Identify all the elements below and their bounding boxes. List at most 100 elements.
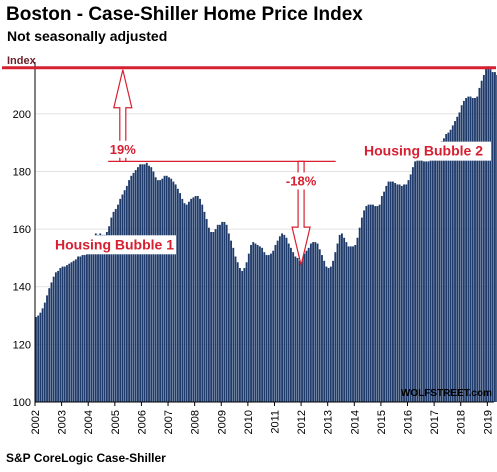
bar bbox=[294, 256, 297, 402]
bar bbox=[283, 234, 286, 402]
y-tick-label: 140 bbox=[13, 282, 31, 294]
bar bbox=[46, 295, 48, 402]
bar bbox=[121, 194, 124, 402]
bar bbox=[290, 247, 292, 402]
bar bbox=[469, 96, 472, 403]
bar bbox=[154, 177, 157, 402]
bar bbox=[462, 100, 465, 402]
bar bbox=[438, 145, 441, 402]
bar bbox=[298, 260, 301, 402]
bar bbox=[194, 195, 197, 402]
bar bbox=[367, 204, 370, 402]
bar bbox=[59, 268, 62, 402]
bar bbox=[243, 268, 246, 402]
x-tick-label: 2012 bbox=[296, 410, 308, 434]
bar bbox=[480, 80, 483, 402]
drop-percent-label: -18% bbox=[286, 173, 317, 188]
bar bbox=[398, 184, 401, 402]
bar bbox=[72, 260, 75, 402]
bar bbox=[369, 204, 372, 402]
bar bbox=[79, 256, 82, 402]
bar bbox=[239, 268, 241, 402]
bar bbox=[285, 237, 288, 402]
bar bbox=[420, 159, 423, 402]
bar bbox=[423, 161, 425, 402]
bar bbox=[296, 257, 299, 402]
bar bbox=[431, 152, 434, 402]
bubble-2-label: Housing Bubble 2 bbox=[364, 143, 483, 159]
bar bbox=[35, 317, 37, 402]
bar bbox=[214, 229, 217, 402]
bar bbox=[316, 243, 319, 402]
bar bbox=[183, 203, 186, 402]
y-tick-label: 100 bbox=[13, 397, 31, 409]
x-tick-label: 2016 bbox=[403, 410, 415, 434]
x-tick-label: 2013 bbox=[323, 410, 335, 434]
annotations: Index 19% -18% Housing Bubble 1 Housing Bubb… bbox=[2, 55, 496, 399]
bar bbox=[301, 257, 303, 402]
bubble-1-label-bg bbox=[52, 235, 176, 255]
bar bbox=[86, 253, 88, 402]
bar bbox=[163, 175, 166, 402]
x-tick-label: 2011 bbox=[269, 410, 281, 434]
bar bbox=[174, 184, 177, 402]
bar bbox=[372, 204, 374, 402]
bar bbox=[323, 260, 326, 402]
bar bbox=[485, 67, 487, 403]
bar bbox=[152, 171, 155, 402]
bar bbox=[409, 174, 412, 402]
bar bbox=[165, 175, 168, 402]
bar bbox=[270, 253, 272, 402]
bar bbox=[256, 244, 259, 402]
bar bbox=[385, 185, 388, 402]
bar bbox=[405, 184, 408, 402]
bar bbox=[245, 262, 248, 402]
bar bbox=[303, 253, 306, 402]
bar bbox=[188, 201, 190, 402]
bar bbox=[66, 265, 68, 402]
bar bbox=[263, 252, 266, 402]
bar bbox=[374, 206, 377, 402]
bar bbox=[37, 315, 40, 402]
bar bbox=[90, 242, 93, 402]
bar bbox=[454, 121, 456, 402]
bar bbox=[234, 256, 237, 402]
bar bbox=[334, 252, 337, 402]
bar bbox=[219, 224, 221, 402]
bar bbox=[267, 255, 270, 402]
x-tick-label: 2010 bbox=[243, 410, 255, 434]
bar bbox=[449, 129, 452, 403]
bar bbox=[445, 134, 448, 402]
bar bbox=[199, 198, 201, 402]
bar bbox=[314, 242, 317, 402]
bar bbox=[329, 266, 332, 402]
bar bbox=[92, 236, 95, 402]
bar bbox=[48, 288, 51, 402]
bar bbox=[159, 180, 162, 402]
bar bbox=[336, 243, 339, 402]
bar bbox=[150, 167, 153, 402]
bar bbox=[192, 197, 195, 402]
bar bbox=[227, 233, 230, 402]
bar bbox=[110, 217, 113, 402]
bar bbox=[170, 178, 173, 402]
bar bbox=[407, 180, 410, 402]
bar bbox=[210, 232, 213, 402]
chart-subtitle: Not seasonally adjusted bbox=[7, 28, 168, 44]
bar bbox=[99, 233, 102, 402]
bar bbox=[39, 312, 42, 402]
x-tick-label: 2019 bbox=[482, 410, 494, 434]
bar bbox=[411, 167, 414, 402]
bar bbox=[281, 233, 283, 402]
bar bbox=[458, 112, 461, 402]
bar bbox=[460, 105, 463, 402]
bar bbox=[389, 181, 392, 402]
bar bbox=[232, 247, 235, 402]
bar bbox=[338, 234, 341, 402]
x-tick-label: 2008 bbox=[190, 410, 202, 434]
bar bbox=[312, 242, 315, 402]
bar bbox=[83, 255, 86, 402]
bar bbox=[261, 247, 264, 402]
y-tick-label: 200 bbox=[13, 109, 31, 121]
bar bbox=[68, 263, 71, 402]
